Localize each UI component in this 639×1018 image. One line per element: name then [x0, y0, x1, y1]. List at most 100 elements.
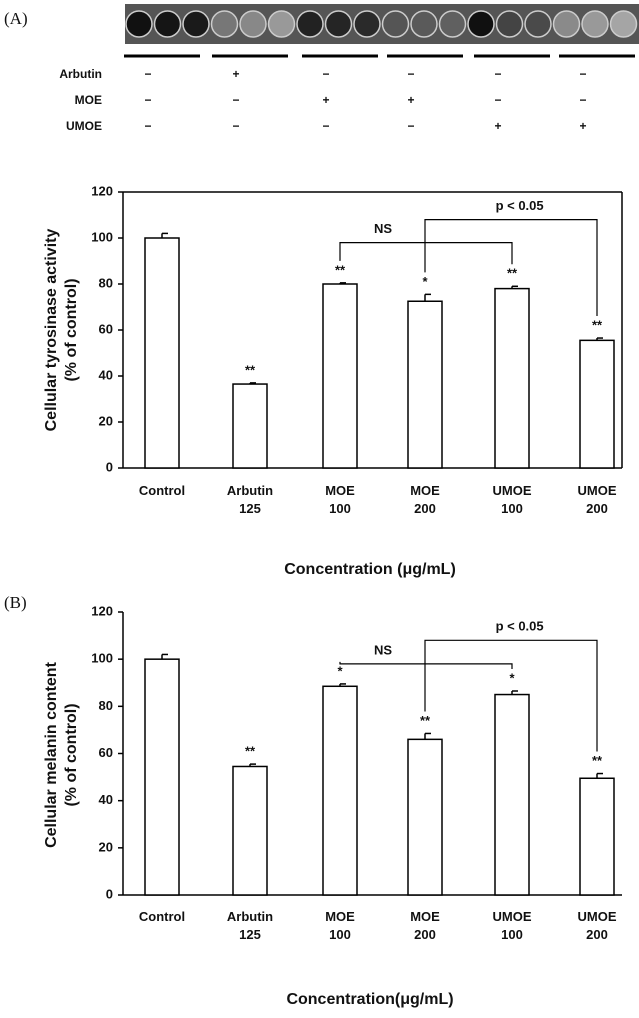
y-tick-label: 100	[91, 651, 113, 666]
y-axis-label-line: Cellular melanin content	[43, 661, 60, 847]
well	[438, 10, 467, 38]
y-tick-label: 60	[99, 745, 113, 760]
y-tick-label: 40	[99, 792, 113, 807]
treatment-sign: −	[407, 67, 414, 81]
comparison-label: NS	[374, 642, 392, 657]
bar	[579, 777, 615, 896]
x-tick-label-line: 125	[239, 501, 261, 516]
x-tick-label-line: 200	[586, 927, 608, 942]
well	[324, 10, 353, 38]
well	[353, 10, 381, 38]
x-tick-label-line: 100	[501, 501, 523, 516]
treatment-sign: +	[407, 93, 414, 107]
x-tick-label: MOE 200	[410, 909, 440, 942]
treatment-name: Arbutin	[59, 67, 102, 81]
y-tick-label: 20	[99, 839, 113, 854]
well	[210, 10, 239, 38]
x-tick-label-line: UMOE	[493, 483, 532, 498]
x-tick-label: Arbutin 125	[227, 909, 273, 942]
x-tick-label-line: 200	[414, 927, 436, 942]
bar	[494, 693, 530, 896]
bar	[322, 685, 358, 896]
treatment-sign: −	[579, 93, 586, 107]
x-tick-label: MOE 100	[325, 483, 355, 516]
well	[153, 10, 182, 38]
y-tick-label: 100	[91, 229, 113, 244]
comparison-label: NS	[374, 221, 392, 236]
treatment-sign: −	[494, 67, 501, 81]
y-axis-label: Cellular tyrosinase activity (% of contro…	[43, 229, 80, 432]
bar	[494, 287, 530, 469]
x-axis-label: Concentration(μg/mL)	[286, 991, 453, 1008]
significance-label: **	[507, 266, 518, 281]
x-tick-label: Control	[139, 483, 185, 498]
y-tick-label: 20	[99, 413, 113, 428]
bar	[232, 383, 268, 469]
well	[609, 10, 638, 38]
treatment-sign: −	[322, 119, 329, 133]
comparison-bracket	[424, 639, 598, 752]
x-tick-label-line: MOE	[410, 483, 440, 498]
x-tick-label-line: Control	[139, 483, 185, 498]
well-strip	[125, 4, 639, 44]
bar	[144, 237, 180, 469]
treatment-name: MOE	[75, 93, 102, 107]
x-tick-label: MOE 200	[410, 483, 440, 516]
x-tick-label-line: UMOE	[493, 909, 532, 924]
well	[239, 10, 267, 38]
x-tick-label-line: 125	[239, 927, 261, 942]
treatment-sign: −	[144, 119, 151, 133]
bar	[144, 658, 180, 896]
y-tick-label: 120	[91, 183, 113, 198]
panel-label: (B)	[4, 593, 27, 612]
well	[495, 10, 524, 38]
treatment-sign: −	[232, 119, 239, 133]
treatment-sign: −	[407, 119, 414, 133]
treatment-sign: +	[494, 119, 501, 133]
x-tick-label: UMOE 200	[578, 909, 617, 942]
comparison-bracket	[339, 242, 513, 265]
treatment-name: UMOE	[66, 119, 102, 133]
panel-label: (A)	[4, 9, 28, 28]
y-tick-label: 0	[106, 886, 113, 901]
y-tick-label: 80	[99, 275, 113, 290]
y-axis-label-line: (% of control)	[63, 278, 80, 381]
x-tick-label: UMOE 100	[493, 483, 532, 516]
treatment-sign: −	[232, 93, 239, 107]
well	[552, 10, 581, 38]
well	[410, 10, 438, 38]
well	[524, 10, 552, 38]
y-axis-label-line: (% of control)	[63, 703, 80, 806]
bar	[407, 738, 443, 896]
x-axis-label: Concentration (μg/mL)	[284, 561, 456, 578]
x-tick-label-line: 200	[586, 501, 608, 516]
x-tick-label-line: UMOE	[578, 909, 617, 924]
y-tick-label: 40	[99, 367, 113, 382]
x-tick-label-line: UMOE	[578, 483, 617, 498]
bar	[322, 283, 358, 469]
y-axis-label-line: Cellular tyrosinase activity	[43, 229, 60, 432]
y-tick-label: 80	[99, 698, 113, 713]
treatment-sign: −	[144, 67, 151, 81]
well	[267, 10, 296, 38]
treatment-sign: +	[322, 93, 329, 107]
comparison-bracket	[339, 661, 513, 670]
comparison-bracket	[424, 219, 598, 317]
well	[125, 10, 153, 38]
y-tick-label: 0	[106, 459, 113, 474]
treatment-sign: +	[579, 119, 586, 133]
significance-label: **	[245, 744, 256, 759]
x-tick-label: Control	[139, 909, 185, 924]
x-tick-label-line: MOE	[325, 483, 355, 498]
x-tick-label-line: MOE	[410, 909, 440, 924]
x-tick-label-line: 100	[329, 501, 351, 516]
significance-label: *	[509, 670, 515, 685]
significance-label: *	[337, 663, 343, 678]
treatment-sign: −	[322, 67, 329, 81]
bar	[232, 765, 268, 896]
bar	[407, 300, 443, 469]
x-tick-label-line: Control	[139, 909, 185, 924]
bar	[579, 339, 615, 469]
